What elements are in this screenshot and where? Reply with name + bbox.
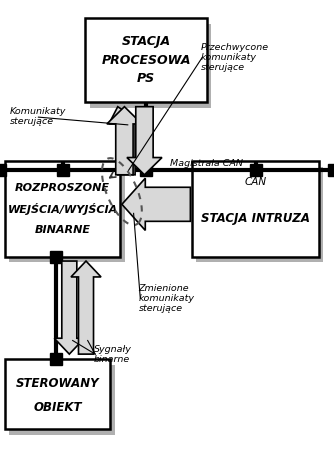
Text: OBIEKT: OBIEKT [33, 401, 82, 415]
Text: Komunikaty: Komunikaty [10, 107, 66, 116]
Text: Sygnały: Sygnały [94, 345, 131, 354]
Text: Przechwycone: Przechwycone [200, 43, 269, 52]
Text: PS: PS [137, 72, 155, 85]
Text: sterujące: sterujące [10, 117, 54, 126]
FancyBboxPatch shape [5, 161, 120, 257]
Text: Magistrala CAN: Magistrala CAN [170, 159, 243, 168]
FancyBboxPatch shape [192, 161, 319, 257]
FancyBboxPatch shape [85, 18, 207, 102]
FancyBboxPatch shape [196, 167, 323, 262]
Text: ROZPROSZONE: ROZPROSZONE [15, 183, 110, 193]
FancyBboxPatch shape [90, 24, 211, 108]
Text: STACJA INTRUZA: STACJA INTRUZA [201, 212, 310, 225]
Polygon shape [71, 261, 101, 354]
Text: STACJA: STACJA [122, 35, 171, 48]
FancyBboxPatch shape [9, 365, 115, 435]
Polygon shape [127, 107, 162, 175]
FancyBboxPatch shape [5, 359, 110, 429]
Polygon shape [109, 107, 144, 175]
Text: BINARNE: BINARNE [35, 225, 91, 235]
Text: sterujące: sterujące [139, 304, 183, 313]
Text: CAN: CAN [244, 177, 267, 187]
Polygon shape [107, 107, 142, 175]
Text: komunikaty: komunikaty [200, 53, 257, 62]
Polygon shape [54, 261, 84, 354]
FancyBboxPatch shape [9, 167, 125, 262]
Polygon shape [122, 178, 190, 230]
Text: sterujące: sterujące [200, 63, 244, 72]
Text: binarne: binarne [94, 355, 130, 364]
Text: WEJŚCIA/WYJŚCIA: WEJŚCIA/WYJŚCIA [7, 203, 118, 215]
Text: Zmienione: Zmienione [139, 284, 189, 293]
Text: komunikaty: komunikaty [139, 294, 195, 303]
Text: PROCESOWA: PROCESOWA [102, 54, 191, 67]
Text: STEROWANY: STEROWANY [16, 377, 100, 390]
